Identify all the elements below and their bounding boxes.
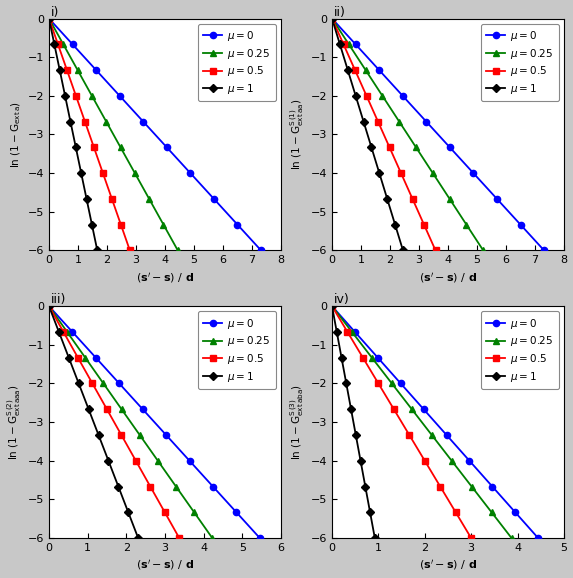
Y-axis label: ln $(1-\mathrm{G}^{\mathrm{S\,(3)}}_{\mathrm{ext\,aba}})$: ln $(1-\mathrm{G}^{\mathrm{S\,(3)}}_{\ma… (289, 384, 307, 460)
Legend: $\mu =0$, $\mu =0.25$, $\mu =0.5$, $\mu =1$: $\mu =0$, $\mu =0.25$, $\mu =0.5$, $\mu … (481, 312, 559, 389)
X-axis label: $(\mathbf{s'} - \mathbf{s})\ /\ \mathbf{d}$: $(\mathbf{s'} - \mathbf{s})\ /\ \mathbf{… (136, 271, 194, 285)
Legend: $\mu =0$, $\mu =0.25$, $\mu =0.5$, $\mu =1$: $\mu =0$, $\mu =0.25$, $\mu =0.5$, $\mu … (481, 24, 559, 101)
Legend: $\mu =0$, $\mu =0.25$, $\mu =0.5$, $\mu =1$: $\mu =0$, $\mu =0.25$, $\mu =0.5$, $\mu … (198, 24, 276, 101)
X-axis label: $(\mathbf{s'} - \mathbf{s})\ /\ \mathbf{d}$: $(\mathbf{s'} - \mathbf{s})\ /\ \mathbf{… (419, 271, 477, 285)
Text: iii): iii) (52, 293, 66, 306)
Y-axis label: ln $(1-\mathrm{G}^{\mathrm{S\,(1)}}_{\mathrm{ext\,aa}})$: ln $(1-\mathrm{G}^{\mathrm{S\,(1)}}_{\ma… (289, 99, 307, 170)
Y-axis label: ln $(1-\mathrm{G}_{\mathrm{ext\,a}})$: ln $(1-\mathrm{G}_{\mathrm{ext\,a}})$ (10, 101, 23, 168)
Text: i): i) (52, 6, 60, 18)
X-axis label: $(\mathbf{s'} - \mathbf{s})\ /\ \mathbf{d}$: $(\mathbf{s'} - \mathbf{s})\ /\ \mathbf{… (136, 558, 194, 572)
Legend: $\mu =0$, $\mu =0.25$, $\mu =0.5$, $\mu =1$: $\mu =0$, $\mu =0.25$, $\mu =0.5$, $\mu … (198, 312, 276, 389)
Text: ii): ii) (334, 6, 346, 18)
Y-axis label: ln $(1-\mathrm{G}^{\mathrm{S\,(2)}}_{\mathrm{ext\,aaa}})$: ln $(1-\mathrm{G}^{\mathrm{S\,(2)}}_{\ma… (6, 384, 23, 460)
Text: iv): iv) (334, 293, 350, 306)
X-axis label: $(\mathbf{s'} - \mathbf{s})\ /\ \mathbf{d}$: $(\mathbf{s'} - \mathbf{s})\ /\ \mathbf{… (419, 558, 477, 572)
